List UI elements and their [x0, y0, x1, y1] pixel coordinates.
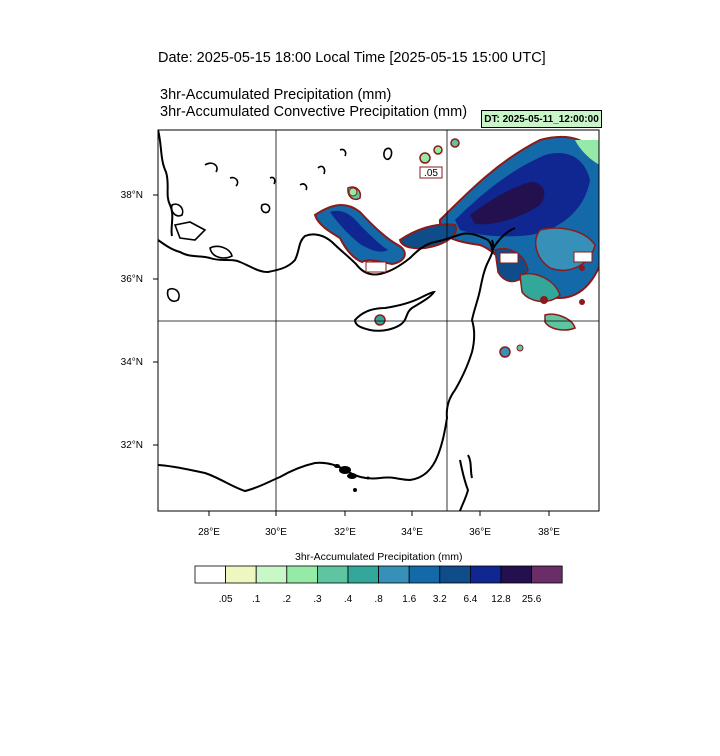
- lon-label-36e: 36°E: [469, 527, 491, 538]
- colorbar-label: .1: [252, 594, 261, 605]
- colorbar-label: 6.4: [463, 594, 478, 605]
- lat-label-34n: 34°N: [121, 357, 143, 368]
- colorbar-swatch: [439, 565, 471, 584]
- colorbar-swatch: [286, 565, 318, 584]
- colorbar-label: 12.8: [491, 594, 511, 605]
- lon-label-28e: 28°E: [198, 527, 220, 538]
- coastlines: [158, 130, 516, 511]
- colorbar: [194, 565, 563, 584]
- lon-label-32e: 32°E: [334, 527, 356, 538]
- lat-labels: 38°N 36°N 34°N 32°N: [121, 190, 143, 451]
- lat-label-38n: 38°N: [121, 190, 143, 201]
- colorbar-label: 25.6: [521, 594, 542, 605]
- colorbar-swatch: [469, 565, 502, 584]
- svg-text:.05: .05: [424, 168, 438, 179]
- dt-badge: DT: 2025-05-11_12:00:00: [481, 110, 602, 128]
- delta-markers: [334, 464, 370, 492]
- precipitation-field: [313, 135, 599, 358]
- colorbar-swatch: [408, 565, 441, 584]
- colorbar-swatch: [194, 565, 227, 584]
- lat-label-36n: 36°N: [121, 274, 143, 285]
- colorbar-swatch: [225, 565, 257, 584]
- colorbar-label: .05: [218, 594, 233, 605]
- lon-label-30e: 30°E: [265, 527, 287, 538]
- title-precipitation: 3hr-Accumulated Precipitation (mm): [160, 87, 392, 103]
- title-convective-precipitation: 3hr-Accumulated Convective Precipitation…: [160, 104, 468, 120]
- colorbar-label: .8: [374, 594, 383, 605]
- colorbar-swatch: [255, 565, 288, 584]
- colorbar-label: 1.6: [402, 594, 417, 605]
- graticule: [158, 130, 599, 511]
- contour-labels: .05: [365, 166, 593, 273]
- colorbar-label: .4: [343, 594, 353, 605]
- lon-label-38e: 38°E: [538, 527, 560, 538]
- lon-labels: 28°E 30°E 32°E 34°E 36°E 38°E: [198, 527, 560, 538]
- colorbar-label: 3.2: [432, 594, 447, 605]
- colorbar-swatch: [347, 565, 380, 584]
- plot-frame: [157, 129, 600, 512]
- date-line: Date: 2025-05-15 18:00 Local Time [2025-…: [158, 50, 546, 66]
- colorbar-swatch: [378, 565, 410, 584]
- lat-label-32n: 32°N: [121, 440, 143, 451]
- lat-ticks: [153, 194, 158, 446]
- colorbar-label: .2: [282, 594, 291, 605]
- colorbar-title: 3hr-Accumulated Precipitation (mm): [295, 551, 463, 563]
- islands: [166, 147, 393, 303]
- colorbar-swatch: [531, 565, 563, 584]
- colorbar-swatch: [316, 565, 349, 584]
- lon-label-34e: 34°E: [401, 527, 423, 538]
- colorbar-swatch: [500, 565, 533, 584]
- lon-ticks: [208, 511, 550, 516]
- colorbar-label: .3: [313, 594, 322, 605]
